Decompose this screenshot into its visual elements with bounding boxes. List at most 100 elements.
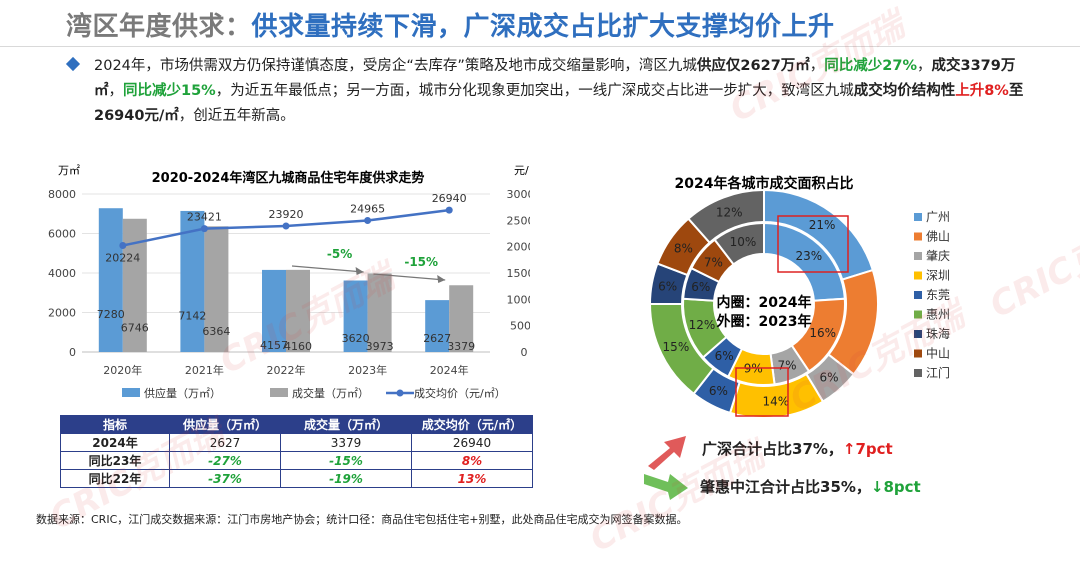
supply-bar [180, 210, 205, 352]
y-left-tick-label: 8000 [48, 188, 76, 201]
summary-segment: 同比减少27% [824, 58, 917, 74]
table-cell: 8% [411, 451, 533, 470]
y-right-tick-label: 5000 [510, 320, 530, 333]
donut-legend-swatch [914, 349, 922, 358]
x-tick-label: 2022年 [267, 363, 306, 377]
deal-bar-label: 3973 [366, 340, 394, 353]
table-header: 指标 [60, 415, 170, 434]
donut-legend-swatch [914, 330, 922, 338]
price-point [364, 217, 372, 225]
annotation-text: 肇惠中江合计占比35%， [700, 478, 871, 496]
price-label: 20224 [105, 251, 140, 264]
y-left-tick-label: 4000 [48, 267, 76, 280]
up-arrow-icon [648, 436, 686, 470]
yoy-annotation: -5% [327, 247, 352, 261]
x-tick-label: 2020年 [103, 363, 142, 377]
slice-label: 6% [819, 370, 838, 384]
annotation-delta: ↑7pct [842, 440, 893, 458]
table-cell: 同比22年 [60, 469, 170, 488]
deal-bar [204, 226, 229, 352]
x-tick-label: 2023年 [348, 363, 387, 377]
legend-label: 成交量（万㎡） [292, 386, 369, 400]
summary-segment: 成交均价结构性 [853, 83, 956, 99]
table-cell: -37% [169, 469, 281, 488]
donut-legend-label: 肇庆 [926, 248, 950, 263]
price-label: 24965 [350, 203, 385, 216]
supply-bar [98, 208, 123, 352]
legend-label: 供应量（万㎡） [144, 386, 221, 400]
donut-legend-label: 珠海 [926, 326, 950, 341]
supply-bar-label: 3620 [342, 332, 370, 345]
donut-legend-label: 惠州 [926, 308, 950, 322]
y-right-tick-label: 20000 [507, 241, 531, 254]
summary-segment: ， [108, 83, 124, 99]
supply-bar-label: 7142 [178, 309, 206, 322]
table-cell: 3379 [280, 433, 412, 452]
deal-bar [449, 285, 474, 352]
yoy-arrow [291, 265, 364, 273]
slice-label: 15% [663, 340, 690, 354]
annotation-text: 广深合计占比37%， [702, 440, 843, 458]
y-left-tick-label: 0 [69, 346, 76, 359]
summary-text: 2024年，市场供需双方仍保持谨慎态度，受房企“去库存”策略及地市成交缩量影响，… [94, 54, 1028, 129]
slice-label: 6% [658, 279, 677, 293]
down-arrow-icon [644, 474, 688, 500]
y-left-tick-label: 2000 [48, 307, 76, 320]
summary-table: 指标 供应量（万㎡） 成交量（万㎡） 成交均价（元/㎡） 2024年 2627 3379 26… [60, 415, 533, 488]
bullet-diamond-icon [65, 56, 81, 72]
slice-label: 7% [704, 255, 723, 269]
donut-legend-swatch [914, 213, 922, 221]
slice-label: 8% [674, 241, 693, 255]
page-title: 湾区年度供求：供求量持续下滑，广深成交占比扩大支撑均价上升 [66, 12, 835, 42]
deal-bar-label: 6364 [202, 325, 230, 338]
inner-ring-slice [713, 221, 765, 266]
table-cell: 13% [411, 469, 533, 488]
supply-bar [262, 269, 286, 352]
table-header-row: 指标 供应量（万㎡） 成交量（万㎡） 成交均价（元/㎡） [60, 415, 533, 434]
supply-bar-label: 4157 [260, 339, 288, 352]
donut-legend-swatch [914, 310, 922, 319]
y-left-tick-label: 6000 [48, 228, 76, 241]
summary-segment: 成交3379万㎡ [94, 58, 1016, 99]
y-right-tick-label: 15000 [507, 267, 531, 280]
table-header: 成交均价（元/㎡） [411, 415, 533, 434]
deal-bar-label: 3379 [447, 340, 475, 353]
donut-legend-swatch [914, 271, 922, 280]
y-right-tick-label: 25000 [507, 214, 531, 227]
table-row: 2024年 2627 3379 26940 [60, 433, 533, 452]
summary-segment: ，创近五年新高。 [178, 108, 295, 124]
price-label: 23920 [269, 208, 304, 221]
center-label: 外圈：2023年 [717, 313, 812, 330]
table-row: 同比23年 -27% -15% 8% [60, 451, 533, 470]
supply-bar [343, 280, 368, 352]
slice-label: 14% [762, 394, 789, 408]
slice-label: 16% [809, 326, 836, 340]
slice-label: 12% [716, 205, 743, 219]
x-tick-label: 2021年 [185, 363, 224, 377]
supply-demand-chart: 2020-2024年湾区九城商品住宅年度供求走势 万㎡ 元/㎡ 0 2000 4000 60… [48, 164, 531, 400]
table-header: 成交量（万㎡） [280, 415, 412, 434]
y-left-unit: 万㎡ [58, 164, 80, 177]
table-cell: -19% [280, 469, 412, 488]
table-cell: -15% [280, 451, 412, 470]
y-right-unit: 元/㎡ [514, 164, 530, 177]
table-cell: 同比23年 [60, 451, 170, 470]
yoy-arrow-head [355, 267, 364, 275]
y-right-tick-label: 10000 [507, 293, 531, 306]
summary-segment: ，为近五年最低点；另一方面，城市分化现象更加突出，一线广深成交占比进一步扩大，致… [215, 83, 854, 99]
slice-label: 6% [691, 280, 710, 294]
donut-legend-swatch [914, 291, 922, 299]
guangshen-share-annotation: 广深合计占比37%，↑7pct [702, 438, 893, 459]
donut-legend-label: 广州 [926, 210, 950, 224]
summary-segment: 同比减少15% [123, 83, 216, 99]
chart-title: 2020-2024年湾区九城商品住宅年度供求走势 [152, 170, 425, 186]
price-label: 26940 [432, 192, 467, 205]
legend-marker [396, 389, 404, 397]
donut-legend-swatch [914, 369, 922, 377]
summary-segment: ， [809, 58, 825, 74]
donut-legend-swatch [914, 252, 922, 260]
title-divider [0, 46, 1080, 47]
slice-label: 7% [778, 358, 797, 372]
supply-bar-label: 2627 [423, 332, 451, 345]
source-note: 数据来源：CRIC，江门成交数据来源：江门市房地产协会；统计口径：商品住宅包括住… [36, 513, 688, 526]
